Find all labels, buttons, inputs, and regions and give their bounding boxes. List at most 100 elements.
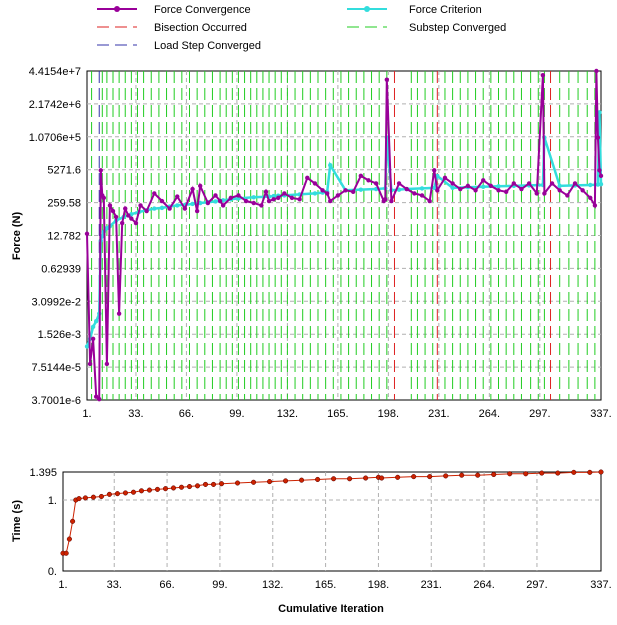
force-criterion-point bbox=[419, 186, 425, 191]
force-convergence-point bbox=[473, 188, 478, 193]
time-x-tick-label: 1. bbox=[58, 579, 67, 591]
force-convergence-point bbox=[549, 181, 555, 186]
force-convergence-point bbox=[595, 135, 601, 140]
force-convergence-point bbox=[427, 198, 432, 204]
time-point bbox=[587, 469, 593, 475]
force-plot-event-lines bbox=[91, 71, 596, 400]
force-convergence-point bbox=[119, 220, 125, 226]
force-x-tick-label: 66. bbox=[179, 408, 194, 420]
force-convergence-point bbox=[320, 188, 325, 193]
force-convergence-point bbox=[580, 188, 585, 193]
time-x-tick-label: 198. bbox=[368, 579, 389, 591]
force-convergence-point bbox=[236, 193, 241, 198]
time-x-tick-label: 165. bbox=[315, 579, 336, 591]
force-convergence-point bbox=[175, 194, 180, 199]
force-convergence-point bbox=[565, 193, 570, 198]
force-convergence-point bbox=[389, 198, 394, 204]
force-convergence-point bbox=[384, 77, 390, 82]
force-convergence-point bbox=[404, 186, 409, 192]
force-x-tick-label: 264. bbox=[479, 408, 500, 420]
time-point bbox=[523, 471, 529, 477]
time-point bbox=[347, 476, 353, 482]
force-y-tick-label: 2.1742e+6 bbox=[29, 99, 81, 111]
force-criterion-point bbox=[598, 181, 604, 187]
time-point bbox=[267, 479, 273, 485]
force-convergence-point bbox=[358, 173, 364, 179]
force-convergence-point bbox=[110, 208, 116, 214]
force-convergence-point bbox=[190, 186, 195, 192]
time-point bbox=[202, 481, 209, 487]
force-y-axis-title: Force (N) bbox=[11, 212, 23, 261]
force-criterion-point bbox=[358, 187, 364, 192]
force-plot-x-ticks: 1. 33. 66. 99. 132. 165. 198. 231. 264. 297. 337. bbox=[82, 408, 611, 420]
force-convergence-point bbox=[217, 198, 223, 204]
force-convergence-point bbox=[465, 183, 471, 189]
time-plot-x-ticks: 1. 33. 66. 99. 132. 165. 198. 231. 264. 297. 337. bbox=[58, 579, 611, 591]
time-x-tick-label: 264. bbox=[473, 579, 494, 591]
legend: Force Convergence Force Criterion Bisect… bbox=[97, 4, 506, 52]
force-convergence-point bbox=[594, 68, 599, 74]
force-criterion-point bbox=[328, 162, 333, 168]
force-convergence-point bbox=[328, 198, 333, 204]
force-criterion-point bbox=[396, 187, 402, 192]
force-convergence-point bbox=[126, 213, 131, 218]
force-convergence-point bbox=[366, 178, 371, 183]
force-x-tick-label: 99. bbox=[229, 408, 244, 420]
time-x-tick-label: 337. bbox=[590, 579, 611, 591]
force-y-tick-label: 4.4154e+7 bbox=[29, 66, 81, 78]
time-point bbox=[82, 495, 88, 501]
force-x-tick-label: 132. bbox=[277, 408, 298, 420]
time-y-tick-label: 0. bbox=[48, 566, 57, 578]
time-point bbox=[598, 469, 604, 475]
force-convergence-point bbox=[324, 191, 330, 196]
force-y-tick-label: 0.62939 bbox=[41, 263, 81, 275]
force-y-tick-label: 259.58 bbox=[47, 198, 81, 210]
force-convergence-point bbox=[243, 198, 249, 204]
force-convergence-point bbox=[97, 396, 102, 402]
time-point bbox=[218, 481, 225, 487]
time-point bbox=[90, 494, 96, 500]
force-convergence-point bbox=[534, 191, 539, 196]
time-x-tick-label: 231. bbox=[421, 579, 442, 591]
force-x-tick-label: 165. bbox=[327, 408, 348, 420]
force-convergence-point bbox=[373, 181, 379, 186]
force-convergence-point bbox=[557, 188, 562, 193]
time-point bbox=[427, 474, 433, 480]
force-convergence-point bbox=[104, 361, 110, 367]
force-x-tick-label: 337. bbox=[590, 408, 611, 420]
time-x-tick-label: 99. bbox=[212, 579, 227, 591]
time-y-tick-label: 1. bbox=[48, 495, 57, 507]
time-point bbox=[114, 491, 120, 497]
time-point bbox=[66, 536, 72, 542]
force-convergence-point bbox=[282, 191, 287, 196]
force-convergence-point bbox=[276, 195, 281, 201]
force-criterion-point bbox=[271, 193, 276, 199]
force-convergence-point bbox=[450, 181, 455, 186]
force-convergence-point bbox=[138, 203, 143, 208]
force-convergence-point bbox=[84, 231, 90, 236]
force-criterion-point bbox=[175, 203, 180, 208]
force-convergence-point bbox=[305, 175, 310, 181]
time-point bbox=[411, 474, 417, 480]
force-criterion-point bbox=[588, 182, 593, 188]
force-convergence-point bbox=[588, 195, 593, 201]
time-point bbox=[250, 479, 257, 485]
force-criterion-point bbox=[557, 183, 562, 189]
time-point bbox=[106, 491, 112, 497]
force-criterion-point bbox=[312, 191, 318, 196]
time-point bbox=[395, 474, 401, 480]
time-point bbox=[186, 483, 193, 490]
time-point bbox=[379, 475, 385, 481]
time-point bbox=[170, 485, 177, 491]
time-point bbox=[122, 490, 128, 496]
force-convergence-point bbox=[540, 73, 546, 78]
force-convergence-point bbox=[101, 195, 107, 201]
force-convergence-point bbox=[597, 168, 602, 173]
force-convergence-point bbox=[87, 361, 93, 367]
force-criterion-point bbox=[84, 344, 90, 349]
time-point bbox=[539, 470, 545, 476]
force-convergence-point bbox=[144, 208, 149, 214]
time-point bbox=[331, 476, 337, 482]
time-point bbox=[475, 472, 481, 478]
